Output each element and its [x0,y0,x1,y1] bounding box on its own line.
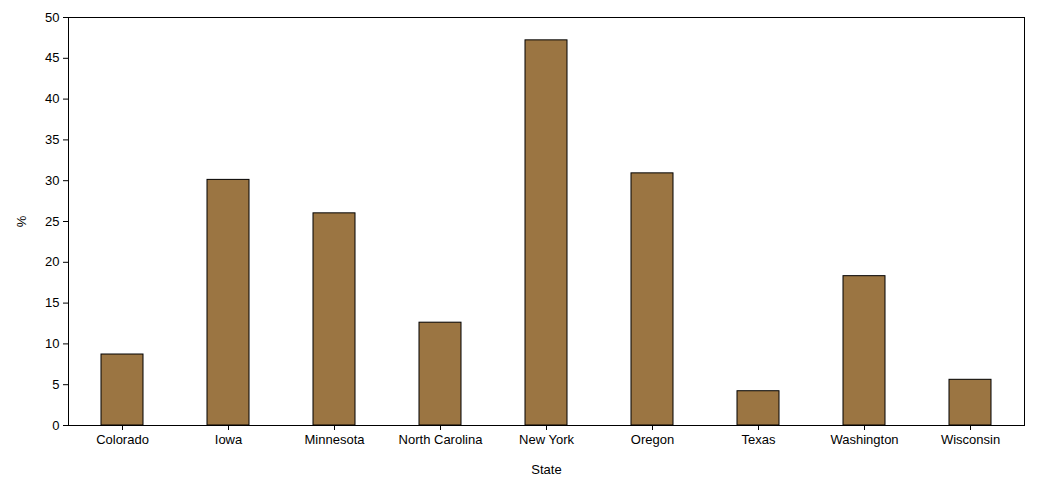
svg-text:15: 15 [45,295,59,310]
svg-text:0: 0 [52,418,59,433]
svg-text:New York: New York [519,432,574,447]
svg-text:20: 20 [45,254,59,269]
svg-text:25: 25 [45,214,59,229]
svg-text:North Carolina: North Carolina [399,432,484,447]
svg-text:Texas: Texas [742,432,776,447]
svg-text:50: 50 [45,10,59,25]
svg-text:Colorado: Colorado [96,432,149,447]
svg-text:%: % [14,215,29,227]
svg-text:Wisconsin: Wisconsin [941,432,1000,447]
svg-text:45: 45 [45,50,59,65]
svg-text:10: 10 [45,336,59,351]
svg-text:Iowa: Iowa [215,432,243,447]
svg-text:Oregon: Oregon [631,432,674,447]
svg-text:30: 30 [45,173,59,188]
svg-text:5: 5 [52,377,59,392]
svg-text:35: 35 [45,132,59,147]
svg-text:Washington: Washington [830,432,898,447]
svg-text:40: 40 [45,91,59,106]
svg-text:Minnesota: Minnesota [305,432,366,447]
svg-text:State: State [531,462,561,477]
